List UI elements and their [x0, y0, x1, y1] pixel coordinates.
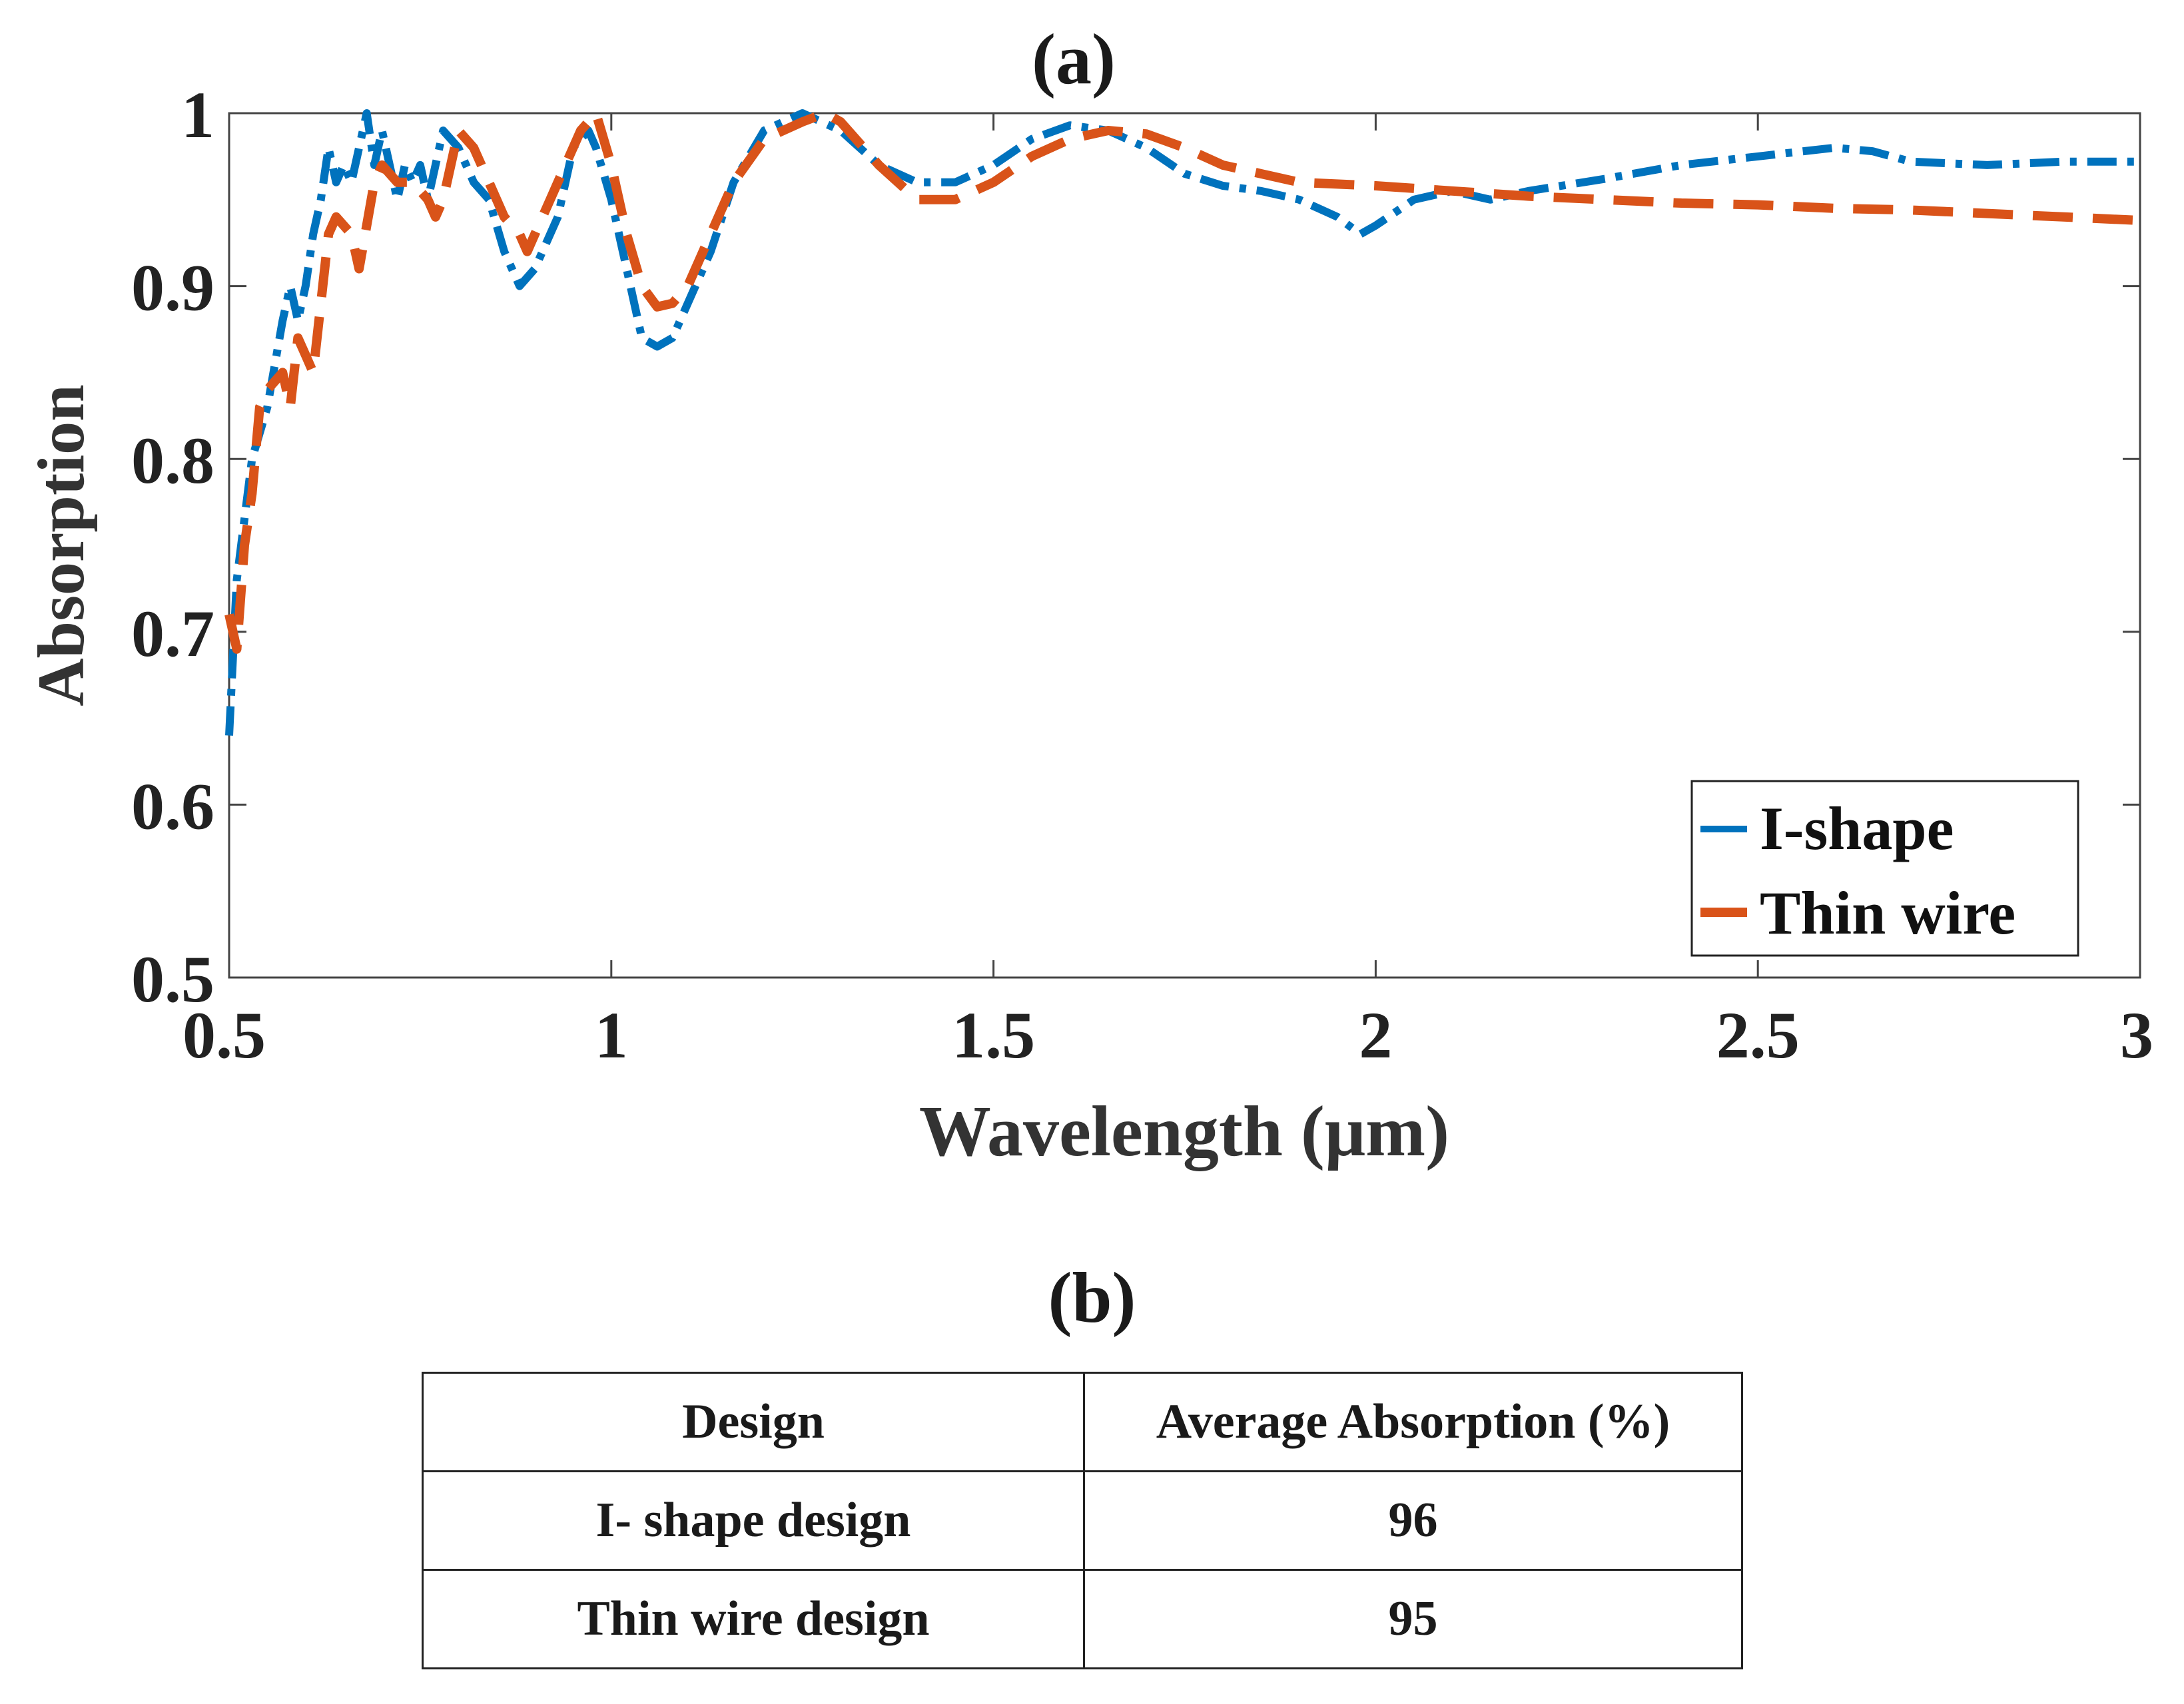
table-row: I- shape design 96	[422, 1470, 1743, 1571]
y-axis: 0.5 0.6 0.7 0.8 0.9 1	[131, 78, 2140, 1016]
cell-design-name: I- shape design	[422, 1470, 1085, 1571]
table-title: (b)	[1048, 1259, 1136, 1338]
y-tick-label: 0.5	[131, 942, 214, 1016]
cell-average-absorption: 96	[1083, 1470, 1743, 1571]
y-tick-label: 0.6	[131, 769, 214, 843]
x-tick-label: 0.5	[182, 998, 266, 1072]
series-line-thin-wire	[224, 109, 2141, 654]
x-tick-label: 3	[2120, 998, 2153, 1072]
series-line-i-shape	[225, 109, 2140, 736]
header-design: Design	[422, 1372, 1085, 1472]
header-average-absorption: Average Absorption (%)	[1083, 1372, 1743, 1472]
y-tick-label: 0.8	[131, 424, 214, 497]
cell-design-name: Thin wire design	[422, 1569, 1085, 1669]
x-tick-label: 2.5	[1716, 998, 1800, 1072]
y-tick-label: 0.7	[131, 597, 214, 671]
table-row: Thin wire design 95	[422, 1569, 1743, 1669]
average-absorption-table: Design Average Absorption (%) I- shape d…	[422, 1372, 1743, 1669]
legend-box	[1690, 780, 2079, 957]
legend-label-thin-wire: Thin wire	[1760, 879, 2015, 947]
absorption-chart: (a) 0.5 1 1.5 2 2.5 3 0.5 0.6 0.7 0.8 0.9 1 Wavele…	[24, 20, 2153, 1171]
chart-title: (a)	[1032, 20, 1116, 99]
series-layer	[224, 109, 2141, 736]
y-axis-label: Absorption	[24, 384, 98, 706]
table-header-row: Design Average Absorption (%)	[422, 1372, 1743, 1472]
x-tick-label: 1	[595, 998, 628, 1072]
x-axis-label: Wavelength (μm)	[919, 1092, 1449, 1171]
y-tick-label: 1	[181, 78, 214, 152]
x-tick-label: 2	[1359, 998, 1392, 1072]
cell-average-absorption: 95	[1083, 1569, 1743, 1669]
x-axis: 0.5 1 1.5 2 2.5 3	[182, 113, 2153, 1072]
legend-label-i-shape: I-shape	[1760, 794, 1954, 862]
y-tick-label: 0.9	[131, 251, 214, 325]
x-tick-label: 1.5	[952, 998, 1035, 1072]
legend: I-shape Thin wire	[1690, 780, 2079, 957]
